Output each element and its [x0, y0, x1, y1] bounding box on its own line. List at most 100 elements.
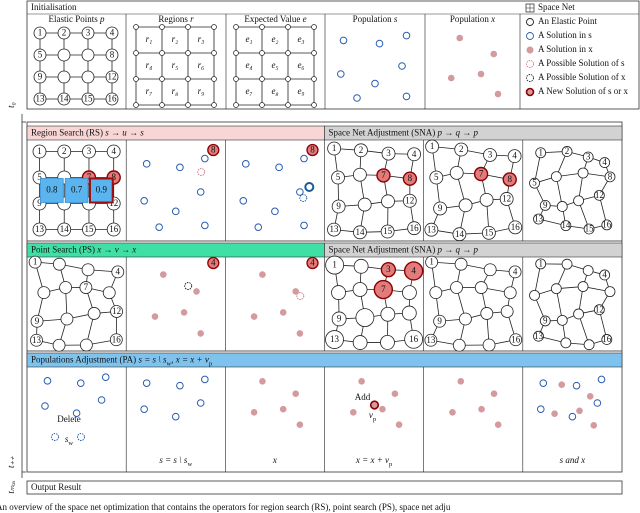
elastic-point — [539, 315, 551, 327]
node-label: 13 — [534, 331, 544, 341]
elastic-point — [573, 195, 584, 207]
elastic-point — [109, 333, 123, 347]
elastic-point — [473, 166, 489, 182]
math-part: s — [65, 434, 69, 444]
add-label: Add — [355, 392, 371, 402]
solution-x — [296, 421, 304, 429]
solution-x — [259, 271, 266, 278]
elastic-point — [211, 102, 217, 108]
stage-formula: x → v → x — [96, 245, 136, 255]
elastic-point — [133, 50, 139, 56]
node-label: 1 — [332, 143, 337, 153]
elastic-point — [331, 199, 346, 214]
elastic-point — [325, 255, 345, 275]
elastic-point — [560, 220, 572, 232]
elastic-point — [529, 177, 540, 189]
subscript: w — [187, 461, 192, 468]
elastic-point — [550, 283, 562, 295]
new-solution — [304, 182, 315, 192]
node-label: 2 — [459, 144, 464, 154]
stage-name: Populations Adjustment (PA) — [31, 355, 136, 365]
legend-icon — [526, 32, 534, 40]
elastic-point — [185, 76, 191, 82]
solution-s — [402, 31, 411, 40]
elastic-point — [601, 219, 613, 231]
elastic-point — [601, 334, 613, 345]
elastic-point — [561, 146, 573, 157]
elastic-point — [533, 213, 544, 225]
elastic-point — [550, 171, 562, 183]
region-label: e₉ — [297, 86, 304, 96]
solution-x — [358, 378, 365, 385]
elastic-point — [503, 286, 517, 300]
node-label: 16 — [410, 223, 420, 233]
node-label: 15 — [84, 224, 94, 234]
solution-s — [41, 402, 49, 410]
solution-s — [171, 412, 180, 421]
elastic-point — [583, 223, 595, 235]
panel-symbol: s — [394, 14, 398, 24]
elastic-point — [561, 258, 573, 270]
node-label: 9 — [438, 203, 443, 213]
node-label: 13 — [330, 334, 340, 344]
node-label: 13 — [330, 224, 340, 234]
solution-s — [72, 409, 81, 418]
node-label: 12 — [502, 194, 511, 204]
solution-s — [171, 207, 180, 216]
elastic-point — [285, 102, 291, 108]
solution-x — [586, 393, 594, 400]
elastic-point — [110, 305, 123, 318]
node-label: 9 — [437, 316, 442, 326]
legend-label: A Solution in s — [538, 30, 592, 40]
elastic-point — [311, 76, 317, 82]
node-label: 15 — [383, 226, 393, 236]
node-label: 9 — [37, 198, 42, 208]
solution-x — [494, 421, 502, 429]
solution-x — [159, 271, 167, 278]
elastic-point — [327, 222, 341, 237]
region-label: e₇ — [245, 86, 252, 96]
elastic-point — [81, 70, 95, 84]
elastic-point — [429, 170, 444, 185]
solution-s — [201, 154, 209, 163]
node-label: 9 — [337, 314, 342, 324]
node-label: 4 — [412, 149, 417, 159]
node-label: 13 — [35, 224, 45, 234]
legend-label: Space Net — [538, 2, 575, 12]
elastic-point — [573, 308, 584, 320]
elastic-point — [381, 146, 396, 161]
legend-icon — [526, 74, 534, 82]
node-label: 16 — [602, 219, 612, 229]
node-label: 12 — [405, 195, 414, 205]
stage-formula: , x = x + v — [171, 355, 209, 365]
elastic-point — [106, 222, 121, 237]
elastic-point — [79, 281, 93, 294]
legend-icon — [525, 87, 535, 97]
node-label: 16 — [109, 224, 119, 234]
elastic-point — [424, 333, 438, 347]
stage-title: Point Search (PS) x → v → x — [31, 245, 136, 255]
elastic-point — [159, 50, 165, 56]
elastic-point — [582, 265, 594, 276]
solution-x — [477, 70, 485, 78]
elastic-point — [508, 220, 523, 235]
node-label: 14 — [60, 94, 70, 104]
elastic-point — [28, 255, 42, 269]
node-label: 5 — [532, 178, 537, 188]
elastic-point — [380, 306, 396, 322]
elastic-point — [593, 189, 605, 201]
solution-s — [300, 154, 308, 163]
node-label: 8 — [111, 172, 116, 182]
node-label: 4 — [310, 258, 315, 268]
node-label: 3 — [87, 146, 92, 156]
elastic-point — [401, 305, 417, 321]
elastic-point — [474, 281, 488, 294]
node-label: 12 — [595, 304, 604, 314]
node-label: 15 — [84, 94, 94, 104]
time-label: tₘₐₓ — [6, 480, 16, 494]
solution-s — [568, 412, 577, 421]
node-label: 4 — [110, 28, 115, 38]
panel-symbol: e — [303, 14, 307, 24]
elastic-point — [159, 24, 165, 30]
elastic-point — [483, 148, 497, 162]
